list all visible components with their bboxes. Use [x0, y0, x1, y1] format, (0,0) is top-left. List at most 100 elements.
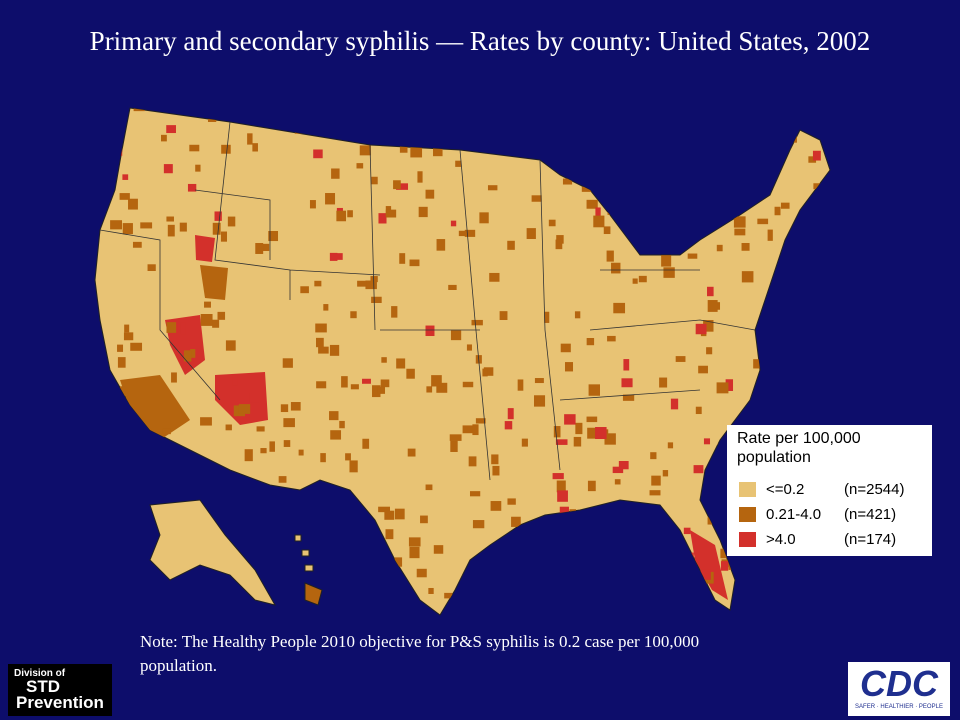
county [521, 438, 528, 447]
county [167, 224, 175, 237]
county [695, 323, 707, 335]
county [586, 338, 595, 346]
county [180, 322, 186, 335]
county [808, 156, 817, 163]
county [472, 520, 485, 529]
county [174, 474, 185, 484]
county [345, 453, 351, 461]
county [235, 479, 248, 487]
county [658, 245, 665, 251]
county [450, 330, 462, 341]
county [546, 550, 555, 559]
county [575, 422, 583, 435]
county [471, 319, 483, 326]
county [99, 597, 110, 610]
county [778, 117, 788, 123]
county [560, 343, 571, 353]
county [211, 494, 224, 505]
county [381, 357, 387, 363]
county [662, 470, 669, 477]
county [811, 393, 819, 400]
county [450, 220, 457, 227]
county [716, 148, 727, 157]
county [581, 186, 593, 192]
county [607, 562, 615, 575]
county [730, 202, 737, 208]
county [821, 275, 830, 282]
county [113, 493, 124, 505]
county [492, 465, 500, 476]
county [632, 278, 638, 284]
county [641, 538, 649, 548]
county [475, 418, 486, 424]
county [693, 465, 704, 474]
county [822, 348, 830, 359]
county [283, 440, 291, 447]
county [587, 480, 596, 492]
county [606, 250, 614, 262]
county [329, 344, 340, 356]
county [670, 398, 679, 410]
county [103, 611, 114, 615]
county [613, 603, 621, 615]
county [623, 359, 630, 371]
county [122, 174, 129, 180]
county [383, 111, 391, 122]
logo-text: STD [26, 677, 60, 696]
county [372, 385, 381, 398]
county [195, 164, 201, 172]
county [225, 340, 236, 351]
county [318, 346, 329, 354]
county [315, 323, 327, 333]
county [780, 202, 790, 209]
county [249, 392, 260, 403]
legend-item: <=0.2 (n=2544) [739, 481, 929, 499]
county [663, 591, 670, 597]
legend-label: 0.21-4.0 [766, 506, 822, 523]
county [690, 158, 699, 170]
county [689, 162, 701, 171]
county [810, 604, 820, 614]
county [607, 335, 616, 342]
county [464, 229, 476, 237]
county [341, 376, 348, 388]
county [716, 382, 729, 394]
county [611, 533, 617, 540]
county [685, 158, 697, 168]
county [507, 408, 514, 420]
county [826, 328, 830, 341]
county [102, 413, 109, 420]
note: Note: The Healthy People 2010 objective … [140, 632, 700, 675]
county [282, 358, 293, 368]
county [258, 243, 270, 251]
county [629, 143, 641, 150]
legend-item: >4.0 (n=174) [739, 531, 929, 549]
county [357, 280, 367, 287]
county [621, 378, 633, 388]
county [252, 143, 258, 152]
county [491, 454, 499, 465]
county [311, 548, 321, 561]
county [556, 480, 566, 493]
county [728, 182, 736, 192]
county [667, 442, 674, 449]
county [805, 565, 814, 575]
county [720, 548, 728, 559]
county [574, 311, 581, 319]
county [320, 453, 326, 463]
county [183, 350, 192, 362]
county [128, 198, 138, 210]
county [269, 441, 275, 452]
county [313, 149, 323, 159]
county [651, 475, 661, 486]
county [604, 433, 616, 445]
county [268, 231, 279, 242]
county [603, 226, 611, 235]
county [664, 122, 671, 129]
county-cluster [690, 530, 728, 600]
county [835, 612, 843, 621]
county [483, 367, 494, 376]
county [431, 375, 442, 387]
county [618, 461, 629, 470]
county [702, 131, 712, 142]
